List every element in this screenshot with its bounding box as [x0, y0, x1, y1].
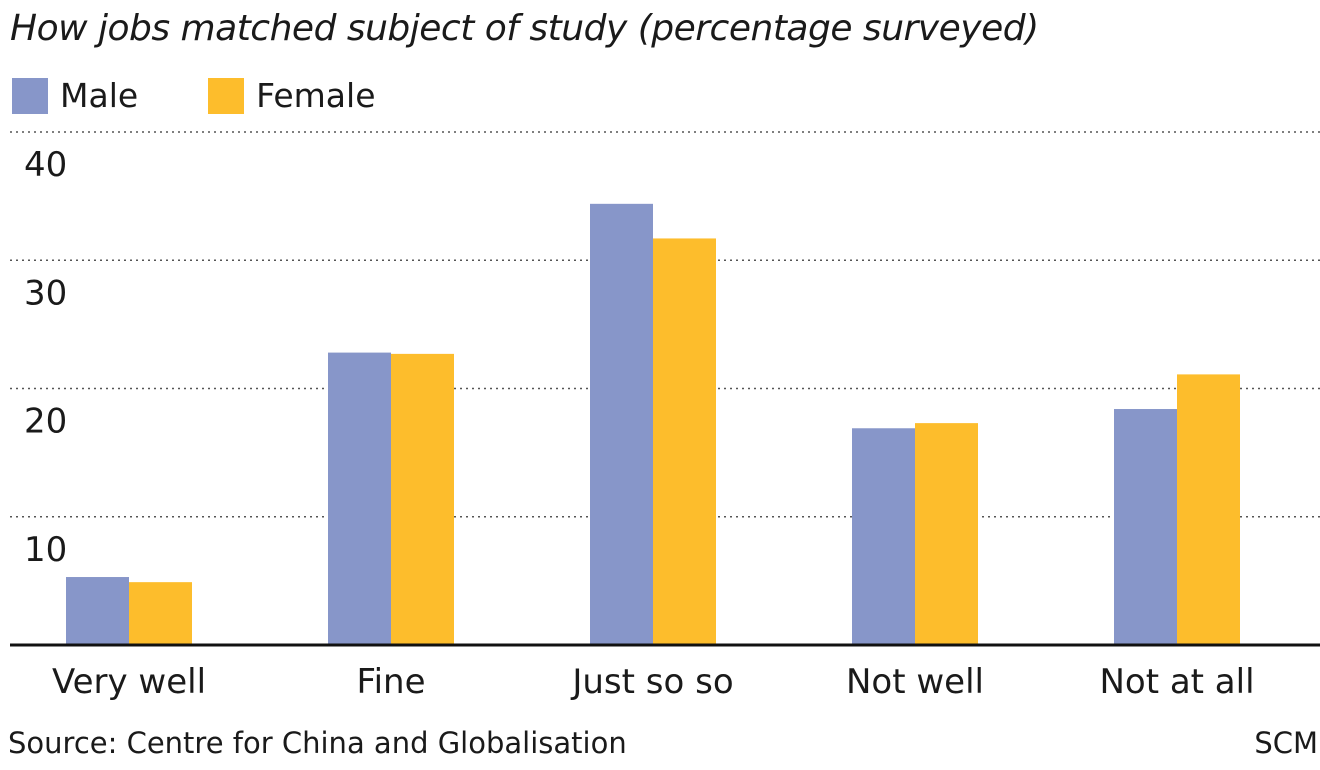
y-tick-label: 30 [24, 273, 67, 313]
bar-male [328, 352, 391, 645]
bar-female [915, 423, 978, 645]
x-tick-label: Not well [846, 662, 984, 702]
bar-male [852, 428, 915, 645]
legend: Male Female [12, 76, 446, 115]
bar-female [129, 582, 192, 645]
bar-female [653, 238, 716, 645]
legend-label-female: Female [256, 76, 376, 115]
y-tick-label: 10 [24, 530, 67, 570]
chart-title: How jobs matched subject of study (perce… [10, 8, 1039, 49]
bar-female [391, 353, 454, 645]
legend-item-male: Male [12, 76, 138, 115]
credit-label: SCM [1254, 726, 1318, 760]
x-tick-label: Very well [52, 662, 206, 702]
bar-female [1177, 374, 1240, 645]
legend-label-male: Male [60, 76, 139, 115]
x-tick-label: Just so so [570, 662, 733, 702]
legend-item-female: Female [208, 76, 376, 115]
x-tick-label: Fine [357, 662, 426, 702]
bar-male [1114, 409, 1177, 645]
legend-swatch-female [208, 77, 245, 114]
y-tick-label: 20 [24, 402, 67, 442]
source-note: Source: Centre for China and Globalisati… [8, 726, 627, 760]
legend-swatch-male [12, 77, 48, 114]
bar-male [590, 203, 653, 645]
y-tick-label: 40 [24, 145, 67, 185]
x-tick-label: Not at all [1099, 662, 1254, 702]
bar-male [66, 577, 129, 645]
